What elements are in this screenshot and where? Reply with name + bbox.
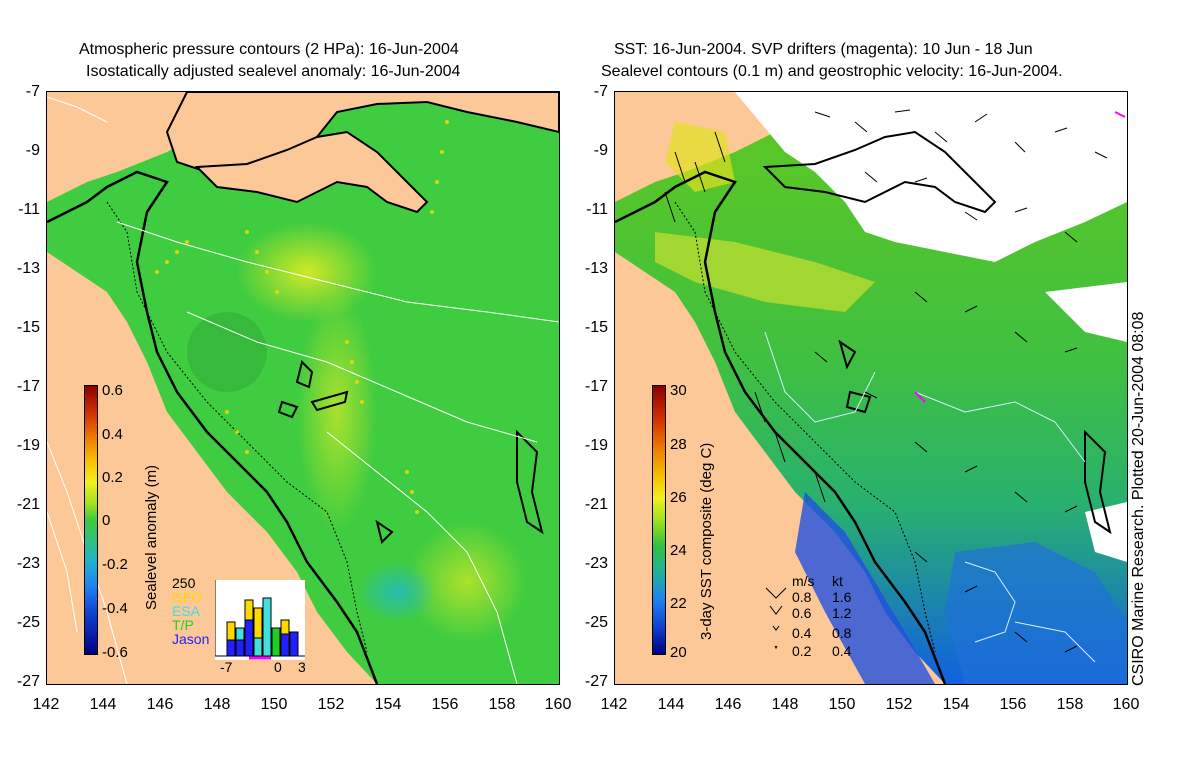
lon-tick-left: 142 [32, 696, 60, 713]
lat-tick-right: -21 [584, 496, 608, 513]
lon-tick-right: 152 [885, 696, 913, 713]
velocity-legend-kt: 0.4 [832, 643, 852, 659]
lon-tick-right: 148 [771, 696, 799, 713]
velocity-legend-ms: 0.6 [792, 605, 812, 621]
lon-tick-left: 150 [260, 696, 288, 713]
histogram-xtick: 3 [298, 659, 306, 675]
lat-tick-right: -17 [584, 378, 608, 395]
histogram-xtick: -7 [220, 659, 233, 675]
lat-tick-left: -13 [16, 260, 40, 277]
lon-tick-left: 160 [544, 696, 572, 713]
lat-tick-right: -19 [584, 437, 608, 454]
lat-tick-right: -23 [584, 555, 608, 572]
lat-tick-left: -23 [16, 555, 40, 572]
lat-tick-left: -25 [16, 614, 40, 631]
histogram-ymax: 250 [172, 575, 196, 591]
right-map-svg [615, 92, 1127, 684]
credit-text: CSIRO Marine Research. Plotted 20-Jun-20… [1130, 311, 1147, 686]
sst-cb-tick: 30 [670, 382, 687, 399]
lat-tick-left: -27 [16, 673, 40, 690]
lat-tick-left: -7 [25, 83, 40, 100]
sealevel-cb-tick: 0.4 [102, 426, 123, 443]
sst-cb-tick: 26 [670, 489, 687, 506]
mission-histogram [215, 580, 305, 660]
png-coast [194, 130, 429, 214]
sst-colorbar [652, 385, 666, 655]
lat-tick-right: -27 [584, 673, 608, 690]
sealevel-colorbar-label: Sealevel anomaly (m) [143, 464, 160, 610]
sst-cb-tick: 22 [670, 595, 687, 612]
lat-tick-right: -15 [584, 319, 608, 336]
lat-tick-left: -17 [16, 378, 40, 395]
sst-cb-tick: 24 [670, 542, 687, 559]
lat-tick-right: -7 [593, 83, 608, 100]
lon-tick-right: 144 [657, 696, 685, 713]
lat-tick-left: -15 [16, 319, 40, 336]
right-title-line2: Sealevel contours (0.1 m) and geostrophi… [601, 63, 1063, 80]
lon-tick-left: 152 [317, 696, 345, 713]
lat-tick-right: -25 [584, 614, 608, 631]
reef-shelf [106, 201, 368, 653]
lon-tick-left: 144 [89, 696, 117, 713]
lon-tick-right: 150 [828, 696, 856, 713]
lat-tick-left: -21 [16, 496, 40, 513]
sealevel-cb-tick: 0.6 [102, 382, 123, 399]
lon-tick-left: 158 [488, 696, 516, 713]
lon-tick-left: 154 [374, 696, 402, 713]
sealevel-cb-tick: 0 [102, 512, 111, 529]
velocity-legend-ms: 0.2 [792, 643, 812, 659]
right-title-line1: SST: 16-Jun-2004. SVP drifters (magenta)… [614, 41, 1033, 58]
cloud-mask [735, 92, 1127, 262]
australia-coast [47, 170, 379, 684]
lon-tick-right: 154 [942, 696, 970, 713]
velocity-legend-header-ms: m/s [792, 573, 815, 589]
lat-tick-left: -19 [16, 437, 40, 454]
sst-cb-tick: 20 [670, 644, 687, 661]
mission-legend-gfo: GFO [172, 589, 203, 605]
velocity-legend-ms: 0.8 [792, 589, 812, 605]
histogram-xtick: 0 [274, 659, 282, 675]
lat-tick-right: -11 [586, 201, 608, 218]
velocity-legend-kt: 1.6 [832, 589, 852, 605]
lon-tick-right: 160 [1112, 696, 1140, 713]
sst-colorbar-label: 3-day SST composite (deg C) [698, 442, 715, 640]
lon-tick-right: 146 [714, 696, 742, 713]
velocity-legend-header-kt: kt [832, 573, 843, 589]
velocity-legend-kt: 1.2 [832, 605, 852, 621]
png-land [165, 92, 559, 174]
velocity-arrows [664, 109, 1108, 653]
left-title-line1: Atmospheric pressure contours (2 HPa): 1… [79, 41, 459, 58]
lat-tick-right: -9 [593, 142, 608, 159]
mission-legend-tp: T/P [172, 617, 194, 633]
lon-tick-right: 158 [1056, 696, 1084, 713]
mission-legend-jason: Jason [172, 631, 210, 647]
lon-tick-right: 156 [999, 696, 1027, 713]
altimeter-tracks [155, 120, 449, 514]
right-map-panel [614, 91, 1128, 685]
left-title-line2: Isostatically adjusted sealevel anomaly:… [86, 63, 461, 80]
lon-tick-left: 148 [203, 696, 231, 713]
lon-tick-right: 142 [600, 696, 628, 713]
velocity-legend-arrows [765, 587, 787, 650]
sealevel-cb-tick: -0.6 [102, 644, 128, 661]
lat-tick-left: -11 [18, 201, 40, 218]
velocity-legend-ms: 0.4 [792, 625, 812, 641]
sealevel-colorbar [84, 385, 98, 655]
velocity-legend-kt: 0.8 [832, 625, 852, 641]
lon-tick-left: 156 [431, 696, 459, 713]
sst-cb-tick: 28 [670, 436, 687, 453]
sealevel-cb-tick: -0.4 [102, 600, 128, 617]
lat-tick-left: -9 [25, 142, 40, 159]
mission-legend-esa: ESA [172, 603, 201, 619]
lon-tick-left: 146 [146, 696, 174, 713]
sealevel-cb-tick: 0.2 [102, 469, 123, 486]
lat-tick-right: -13 [584, 260, 608, 277]
sealevel-cb-tick: -0.2 [102, 556, 128, 573]
